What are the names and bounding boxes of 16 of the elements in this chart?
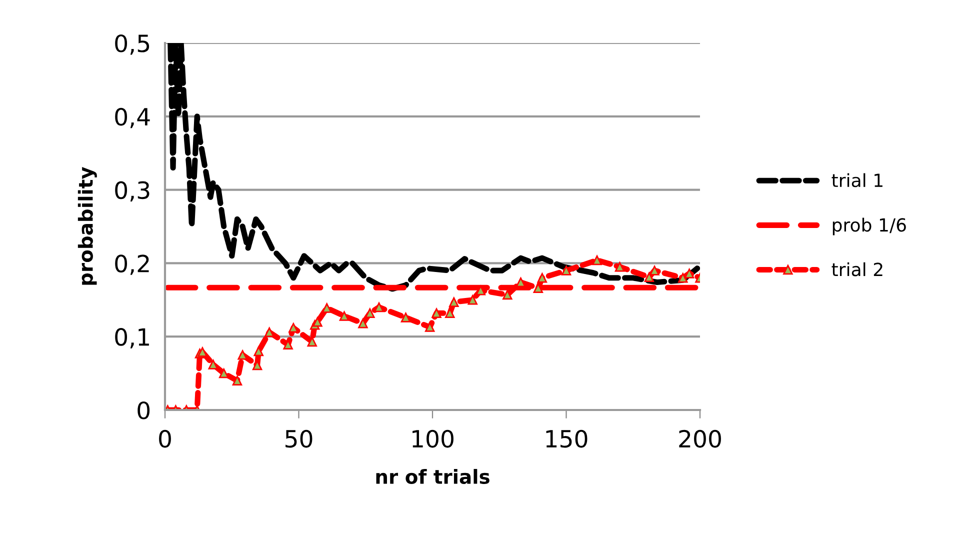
y-tick-label: 0,4 [115, 108, 150, 128]
y-tick-label: 0 [138, 401, 150, 420]
y-tick-label: 0,2 [115, 254, 149, 275]
x-tick-label: 150 [546, 430, 588, 448]
x-axis-title: nr of trials [376, 468, 490, 484]
legend-label: prob 1/6 [832, 218, 906, 236]
x-tick-label: 200 [679, 430, 721, 448]
y-axis-title: probability [78, 166, 97, 285]
legend-label: trial 1 [832, 173, 882, 188]
x-tick-label: 100 [412, 430, 454, 448]
x-tick-label: 0 [159, 430, 171, 448]
y-tick-label: 0,5 [115, 34, 150, 55]
legend-label: trial 2 [832, 262, 882, 276]
y-tick-label: 0,1 [115, 328, 149, 348]
x-tick-label: 50 [286, 430, 312, 448]
y-tick-label: 0,3 [115, 181, 150, 202]
